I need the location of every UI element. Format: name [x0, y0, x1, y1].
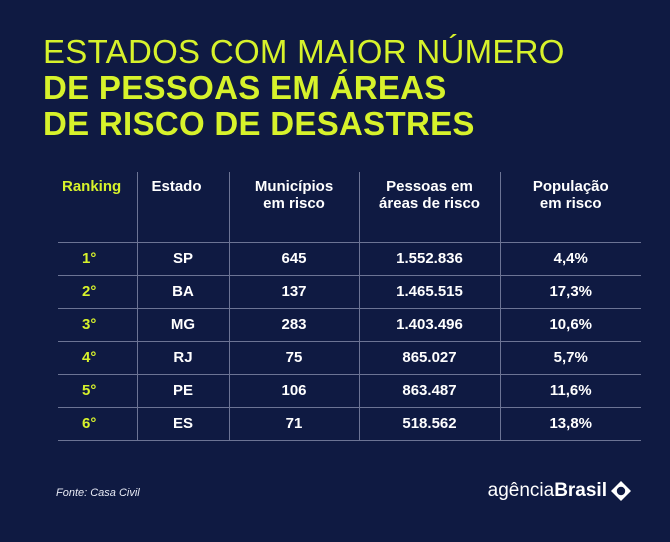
cell-populacao: 11,6% [499, 373, 641, 407]
page-title: ESTADOS COM MAIOR NÚMERO DE PESSOAS EM Á… [43, 34, 565, 142]
cell-estado: SP [136, 241, 229, 275]
cell-estado: RJ [136, 340, 229, 374]
table-row: 4° RJ 75 865.027 5,7% [58, 340, 641, 374]
cell-municipios: 645 [228, 241, 359, 275]
cell-estado: BA [136, 274, 229, 308]
header-pessoas-line-1: Pessoas em [386, 178, 473, 195]
title-line-2: DE PESSOAS EM ÁREAS [43, 69, 447, 106]
header-municipios-line-2: em risco [263, 195, 325, 212]
cell-estado: PE [136, 373, 229, 407]
cell-pessoas: 863.487 [358, 373, 500, 407]
table-row: 6° ES 71 518.562 13,8% [58, 406, 641, 440]
logo-text-bold: Brasil [554, 480, 607, 501]
cell-populacao: 17,3% [499, 274, 641, 308]
cell-ranking: 3° [58, 307, 137, 341]
table-row: 5° PE 106 863.487 11,6% [58, 373, 641, 407]
agencia-brasil-logo: agência Brasil [488, 480, 632, 502]
header-pessoas-line-2: áreas de risco [379, 195, 480, 212]
cell-municipios: 75 [228, 340, 359, 374]
cell-pessoas: 1.465.515 [358, 274, 500, 308]
header-ranking-label: Ranking [62, 178, 122, 195]
cell-pessoas: 865.027 [358, 340, 500, 374]
cell-populacao: 5,7% [499, 340, 641, 374]
cell-municipios: 71 [228, 406, 359, 440]
source-note: Fonte: Casa Civil [56, 487, 140, 499]
cell-ranking: 1° [58, 241, 137, 275]
cell-ranking: 6° [58, 406, 137, 440]
cell-populacao: 13,8% [499, 406, 641, 440]
cell-populacao: 10,6% [499, 307, 641, 341]
title-line-1: ESTADOS COM MAIOR NÚMERO [43, 33, 565, 70]
header-populacao: População em risco [499, 172, 641, 242]
logo-text-light: agência [487, 480, 555, 501]
header-municipios-line-1: Municípios [254, 178, 334, 195]
cell-populacao: 4,4% [499, 241, 641, 275]
cell-ranking: 4° [58, 340, 137, 374]
header-populacao-line-2: em risco [539, 195, 602, 212]
cell-pessoas: 1.552.836 [358, 241, 500, 275]
cell-pessoas: 518.562 [358, 406, 500, 440]
agencia-brasil-icon [611, 481, 631, 501]
table-row: 2° BA 137 1.465.515 17,3% [58, 274, 641, 308]
table-row: 1° SP 645 1.552.836 4,4% [58, 241, 641, 275]
cell-ranking: 5° [58, 373, 137, 407]
ranking-table: Ranking Estado Municípios em risco Pesso… [58, 172, 641, 441]
header-municipios: Municípios em risco [228, 172, 359, 242]
cell-ranking: 2° [58, 274, 137, 308]
header-pessoas: Pessoas em áreas de risco [358, 172, 500, 242]
cell-estado: MG [136, 307, 229, 341]
header-estado-label: Estado [151, 178, 202, 195]
cell-municipios: 106 [228, 373, 359, 407]
table-bottom-border [58, 439, 641, 441]
cell-pessoas: 1.403.496 [358, 307, 500, 341]
header-populacao-line-1: População [532, 178, 609, 195]
header-ranking: Ranking [58, 172, 137, 242]
cell-municipios: 137 [228, 274, 359, 308]
cell-municipios: 283 [228, 307, 359, 341]
header-estado: Estado [136, 172, 229, 242]
title-line-3: DE RISCO DE DESASTRES [43, 105, 475, 142]
table-row: 3° MG 283 1.403.496 10,6% [58, 307, 641, 341]
table-header-row: Ranking Estado Municípios em risco Pesso… [58, 172, 641, 242]
cell-estado: ES [136, 406, 229, 440]
